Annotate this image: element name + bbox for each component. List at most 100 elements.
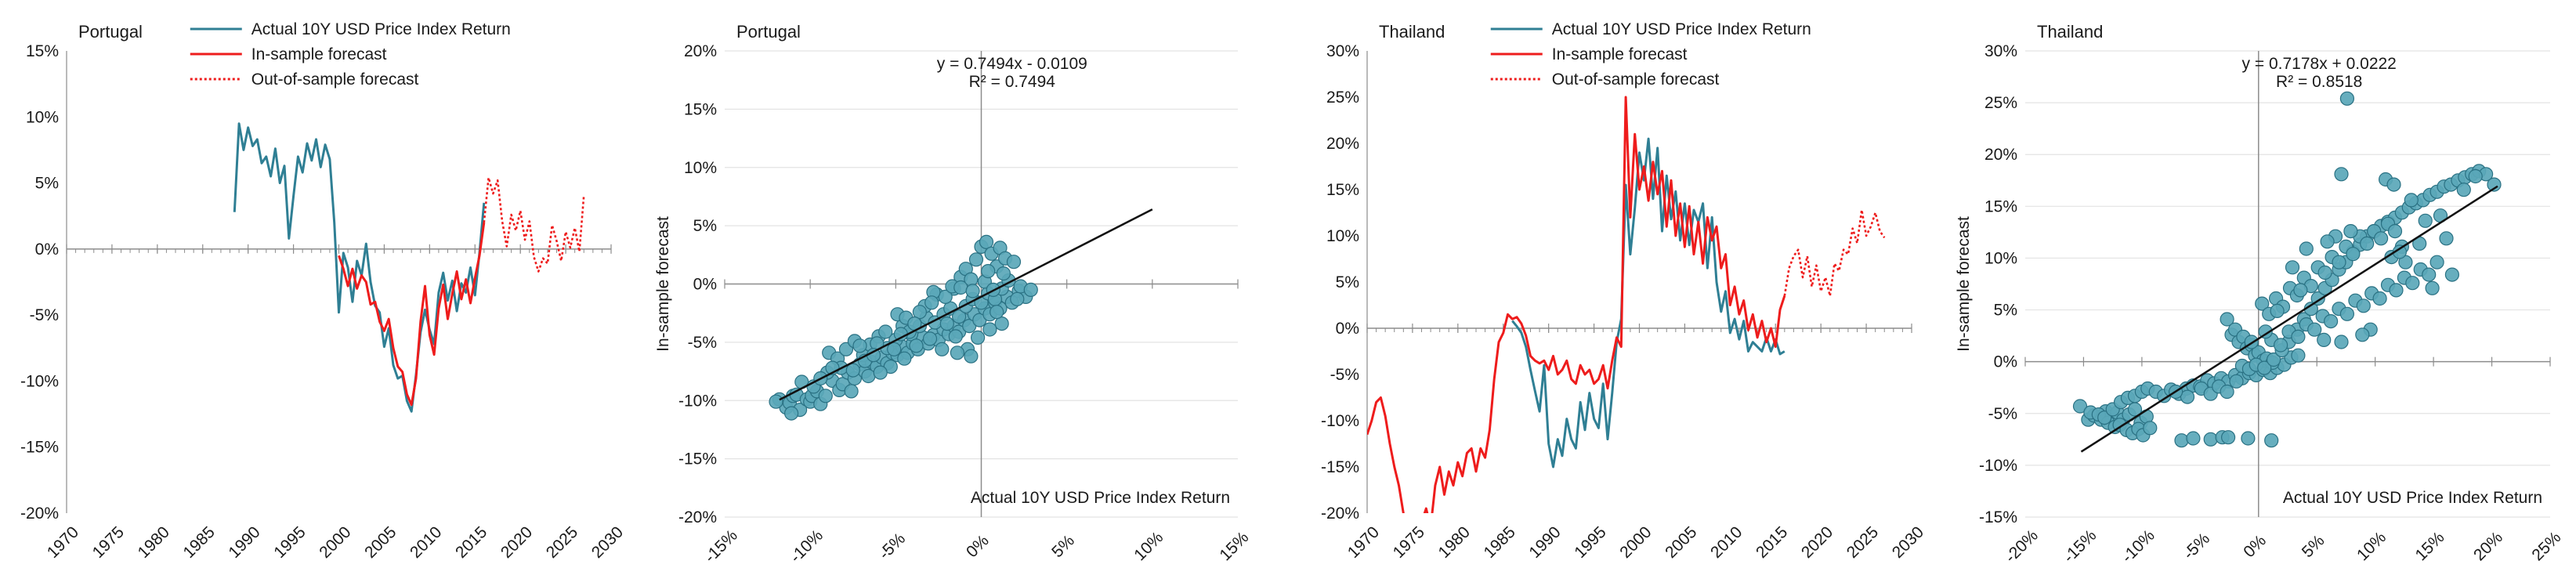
scatter-point — [2339, 91, 2354, 106]
scatter-point — [939, 317, 954, 331]
x-tick-label: 2025 — [1843, 523, 1882, 562]
legend-label: In-sample forecast — [251, 45, 387, 63]
scatter-point — [887, 342, 902, 356]
scatter-point — [2387, 224, 2403, 239]
trendline — [2080, 185, 2498, 453]
x-tick-label: -10% — [2118, 526, 2158, 566]
chart-title: Portugal — [736, 22, 801, 42]
y-tick-label: 15% — [1326, 181, 1359, 199]
y-tick-label: 0% — [693, 276, 717, 294]
x-tick-label: 15% — [2412, 528, 2448, 564]
x-tick-label: 0% — [963, 532, 993, 562]
x-tick-label: 0% — [2240, 532, 2270, 562]
x-tick-label: 1995 — [270, 523, 309, 562]
scatter-point — [2229, 374, 2244, 389]
x-tick-label: 10% — [2353, 528, 2390, 564]
scatter-point — [2468, 168, 2483, 184]
y-tick-label: 0% — [35, 241, 59, 259]
scatter-point — [964, 349, 979, 364]
scatter-point — [2372, 291, 2387, 306]
x-axis-title: Actual 10Y USD Price Index Return — [2283, 489, 2542, 507]
y-tick-label: 5% — [35, 175, 59, 193]
x-tick-label: 1985 — [180, 523, 219, 562]
y-tick-label: 0% — [1336, 320, 1359, 338]
x-tick-label: -15% — [2060, 526, 2100, 566]
legend-label: Out-of-sample forecast — [1552, 71, 1720, 89]
x-tick-label: 2025 — [543, 523, 581, 562]
y-tick-label: -10% — [1979, 457, 2017, 475]
scatter-point — [2444, 267, 2459, 282]
scatter-point — [2320, 234, 2335, 249]
actual-return-line — [233, 122, 486, 413]
scatter-point — [2180, 389, 2195, 404]
y-tick-label: 5% — [1994, 302, 2017, 320]
scatter-point — [844, 384, 859, 399]
x-tick-label: 25% — [2528, 528, 2564, 564]
out-of-sample-forecast-line — [483, 176, 585, 273]
x-tick-label: 2005 — [361, 523, 400, 562]
scatter-point — [2264, 433, 2279, 448]
scatter-point — [2487, 177, 2502, 192]
y-tick-label: -15% — [20, 439, 59, 457]
scatter-point — [2258, 324, 2273, 339]
y-tick-label: 20% — [684, 42, 717, 60]
scatter-point — [1006, 255, 1022, 269]
y-tick-label: -20% — [678, 508, 717, 526]
scatter-point — [2299, 241, 2314, 256]
x-tick-label: 10% — [1131, 528, 1167, 564]
scatter-point — [965, 284, 980, 298]
y-tick-label: -15% — [1979, 508, 2017, 526]
x-tick-label: 5% — [1048, 532, 1078, 562]
x-tick-label: 1975 — [89, 523, 128, 562]
legend-label: Out-of-sample forecast — [251, 71, 419, 89]
scatter-point — [2439, 231, 2454, 246]
x-tick-label: 1970 — [44, 523, 82, 562]
y-tick-label: 15% — [684, 100, 717, 118]
scatter-point — [2429, 255, 2444, 269]
y-tick-label: -5% — [1330, 366, 1359, 384]
x-tick-label: 1990 — [225, 523, 263, 562]
y-tick-label: 20% — [1326, 135, 1359, 153]
scatter-point — [2072, 399, 2088, 414]
x-tick-label: 2010 — [407, 523, 445, 562]
y-tick-label: 30% — [1326, 42, 1359, 60]
scatter-point — [2220, 384, 2234, 400]
y-tick-label: -10% — [1321, 412, 1359, 430]
scatter-point — [922, 331, 938, 346]
scatter-point — [994, 317, 1009, 331]
r-squared-label: R² = 0.7494 — [969, 73, 1056, 91]
scatter-point — [783, 406, 799, 421]
x-tick-label: 1970 — [1344, 523, 1383, 562]
y-tick-label: -20% — [20, 505, 59, 523]
y-tick-label: 25% — [1984, 94, 2017, 112]
scatter-point — [2422, 267, 2437, 282]
portugal-timeseries-chart: -20% -15% -10% -5% 0% 5% 10% 15% 1970 1975 1980 198… — [20, 20, 627, 562]
scatter-point — [2324, 314, 2339, 329]
scatter-point — [1010, 291, 1025, 306]
x-tick-label: 2030 — [1889, 523, 1927, 562]
scatter-point — [948, 329, 963, 344]
y-tick-label: 20% — [1984, 146, 2017, 164]
scatter-point — [2267, 352, 2281, 367]
scatter-point — [2360, 236, 2375, 251]
scatter-point — [990, 305, 1004, 320]
scatter-point — [2307, 322, 2322, 337]
y-axis-title: In-sample forecast — [654, 216, 672, 352]
x-tick-label: 2000 — [316, 523, 354, 562]
x-tick-label: 2015 — [452, 523, 490, 562]
y-tick-label: 25% — [1326, 89, 1359, 107]
y-tick-label: -5% — [1988, 405, 2017, 423]
scatter-point — [953, 280, 968, 295]
scatter-point — [2339, 306, 2354, 321]
scatter-point — [935, 342, 950, 356]
scatter-point — [2241, 431, 2256, 446]
x-tick-label: -10% — [787, 526, 827, 566]
x-tick-label: 1980 — [1435, 523, 1474, 562]
x-tick-label: 2000 — [1616, 523, 1655, 562]
scatter-point — [2221, 430, 2236, 445]
scatter-point — [2374, 231, 2389, 246]
x-tick-label: -5% — [2180, 530, 2213, 563]
scatter-point — [951, 309, 967, 324]
x-tick-label: 2020 — [497, 523, 536, 562]
